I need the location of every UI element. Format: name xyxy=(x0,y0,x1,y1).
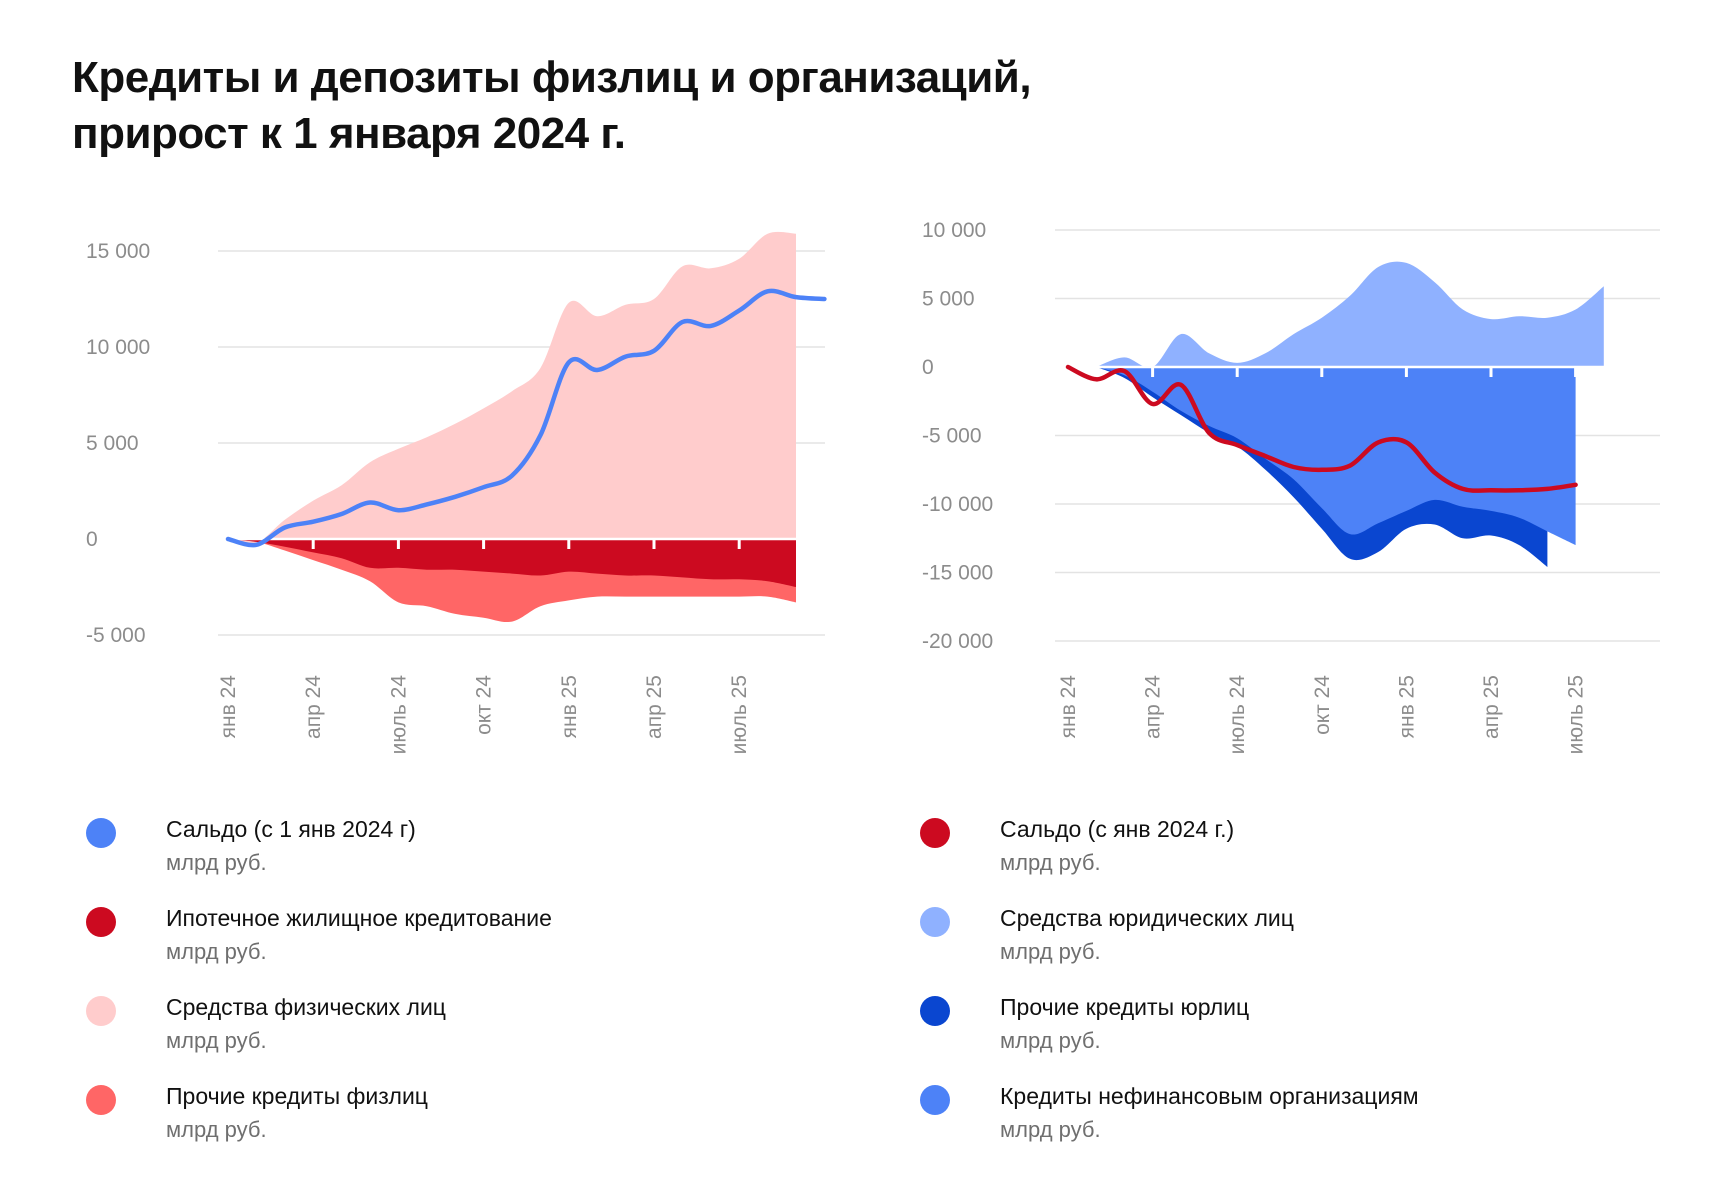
y-tick-label: -10 000 xyxy=(922,493,993,516)
line-сальдо-с-янв-2024-г xyxy=(1065,364,1578,493)
legend-item-right-4: Кредиты нефинансовым организациям млрд ру… xyxy=(906,1073,1626,1153)
legend-swatch xyxy=(86,996,116,1026)
x-tick-label: апр 24 xyxy=(1142,675,1165,739)
x-tick-label: янв 25 xyxy=(558,675,581,738)
legend-label: Сальдо (с янв 2024 г.) xyxy=(1000,816,1235,842)
legend-item-right-1: Сальдо (с янв 2024 г.) млрд руб. xyxy=(906,806,1626,886)
legend-item-left-4: Прочие кредиты физлиц млрд руб. xyxy=(72,1073,792,1153)
x-tick-label: окт 24 xyxy=(473,675,496,735)
x-tick-label: июль 25 xyxy=(728,675,751,754)
y-tick-label: -5 000 xyxy=(86,624,146,647)
area-ипотечное-жилищное-кредитование xyxy=(228,539,796,587)
area-средства-физических-лиц xyxy=(228,231,796,544)
legend-item-left-3: Средства физических лиц млрд руб. xyxy=(72,984,792,1064)
y-tick-label: 5 000 xyxy=(86,432,139,455)
legend-label: Ипотечное жилищное кредитование xyxy=(166,905,552,931)
y-tick-label: -20 000 xyxy=(922,630,993,653)
y-tick-label: 15 000 xyxy=(86,240,150,263)
x-tick-label: окт 24 xyxy=(1311,675,1334,735)
area-средства-юридических-лиц xyxy=(1096,261,1604,368)
page-title-line-1: Кредиты и депозиты физлиц и организаций, xyxy=(72,53,1032,102)
x-tick-label: июль 24 xyxy=(1226,675,1249,755)
y-tick-label: 5 000 xyxy=(922,288,975,311)
legend-unit: млрд руб. xyxy=(1000,939,1101,964)
legend-label: Средства юридических лиц xyxy=(1000,905,1294,931)
page-title: Кредиты и депозиты физлиц и организаций,… xyxy=(72,50,1272,162)
legend-unit: млрд руб. xyxy=(166,1028,267,1053)
legend-label: Сальдо (с 1 янв 2024 г) xyxy=(166,816,416,842)
y-tick-label: -5 000 xyxy=(922,425,982,448)
y-tick-label: 0 xyxy=(922,356,934,379)
legend-swatch xyxy=(920,996,950,1026)
x-tick-label: апр 25 xyxy=(643,675,666,739)
x-tick-label: янв 24 xyxy=(217,675,240,739)
area-кредиты-нефинансовым-организациям xyxy=(1096,367,1576,546)
x-tick-label: апр 24 xyxy=(302,675,325,739)
page-title-line-2: прирост к 1 января 2024 г. xyxy=(72,109,626,158)
chart-left: 15 000 10 000 5 000 0 -5 000 янв 24 апр 24 июль… xyxy=(86,231,827,755)
legend-swatch xyxy=(920,907,950,937)
y-tick-label: 0 xyxy=(86,528,98,551)
x-tick-label: апр 25 xyxy=(1480,675,1503,739)
y-tick-label: 10 000 xyxy=(922,219,986,242)
legend-swatch xyxy=(920,1085,950,1115)
legend-label: Прочие кредиты юрлиц xyxy=(1000,994,1250,1020)
x-tick-label: янв 25 xyxy=(1395,675,1418,738)
legend-item-right-3: Прочие кредиты юрлиц млрд руб. xyxy=(906,984,1626,1064)
legend-item-right-2: Средства юридических лиц млрд руб. xyxy=(906,895,1626,975)
legend-label: Кредиты нефинансовым организациям xyxy=(1000,1083,1419,1109)
legend-swatch xyxy=(920,818,950,848)
legend-swatch xyxy=(86,1085,116,1115)
legend-unit: млрд руб. xyxy=(1000,1117,1101,1142)
x-tick-label: янв 24 xyxy=(1057,675,1080,739)
y-tick-label: 10 000 xyxy=(86,336,150,359)
legend-label: Средства физических лиц xyxy=(166,994,446,1020)
line-сальдо-с-1-янв-2024-г xyxy=(225,288,827,548)
legend-swatch xyxy=(86,907,116,937)
y-tick-label: -15 000 xyxy=(922,562,993,585)
legend-unit: млрд руб. xyxy=(166,939,267,964)
legend-unit: млрд руб. xyxy=(166,1117,267,1142)
legend-unit: млрд руб. xyxy=(1000,1028,1101,1053)
x-tick-label: июль 25 xyxy=(1565,675,1588,754)
legend-swatch xyxy=(86,818,116,848)
legend-item-left-2: Ипотечное жилищное кредитование млрд руб. xyxy=(72,895,792,975)
legend-label: Прочие кредиты физлиц xyxy=(166,1083,428,1109)
legend-item-left-1: Сальдо (с 1 янв 2024 г) млрд руб. xyxy=(72,806,792,886)
chart-right: 10 000 5 000 0 -5 000 -10 000 -15 000 -20 000 я… xyxy=(922,219,1660,755)
legend-unit: млрд руб. xyxy=(1000,850,1101,875)
x-tick-label: июль 24 xyxy=(387,675,410,755)
legend-unit: млрд руб. xyxy=(166,850,267,875)
